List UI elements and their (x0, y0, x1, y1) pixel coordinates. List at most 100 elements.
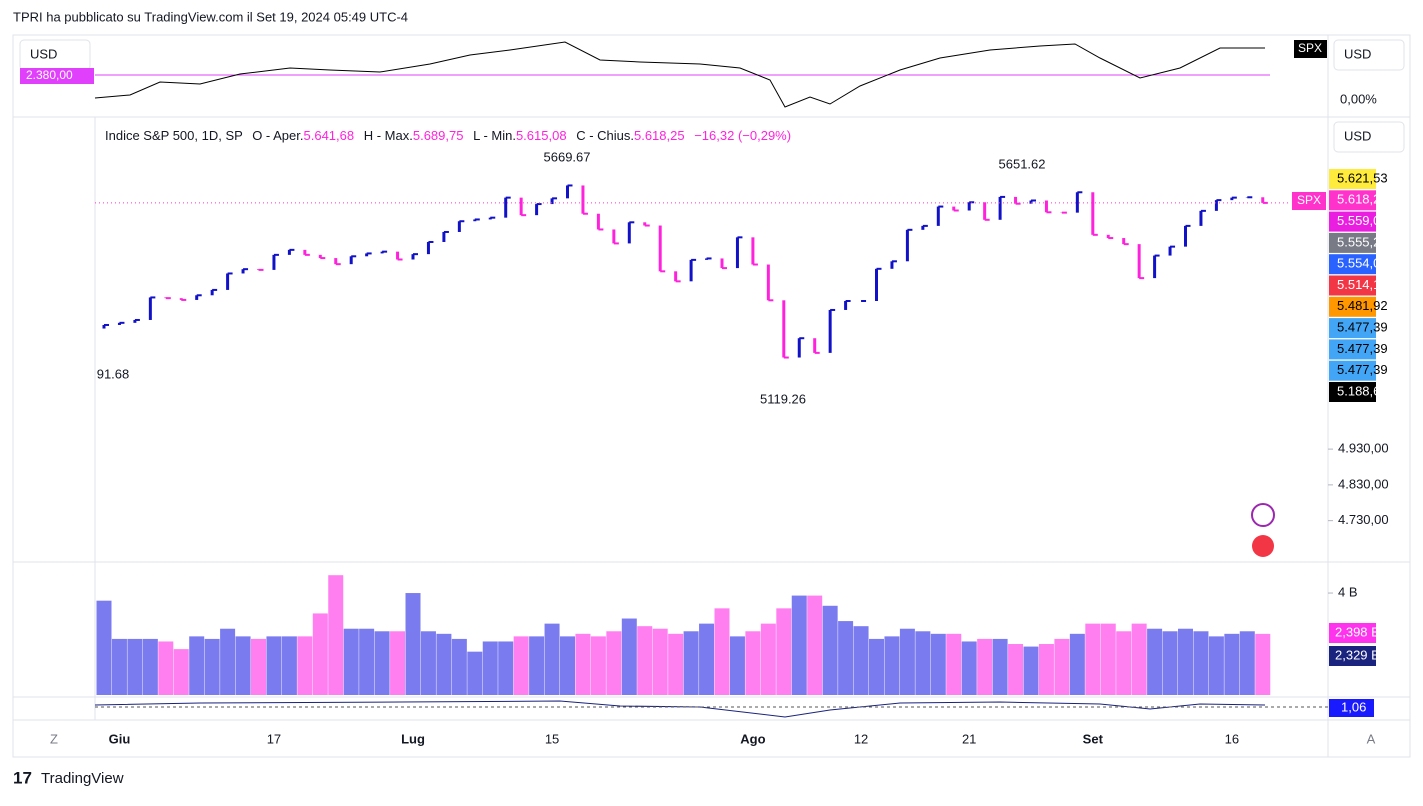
footer: TradingView (41, 770, 124, 787)
currency-button[interactable] (1333, 39, 1405, 71)
legend-value: 5.689,75 (413, 128, 464, 143)
legend-symbol: Indice S&P 500, 1D, SP (105, 128, 243, 143)
volume-bar (343, 628, 359, 695)
price-label: 5.477,39 (1337, 320, 1388, 335)
y-tick-label: 4 B (1338, 584, 1358, 599)
price-annotation: 91.68 (97, 366, 130, 381)
legend-value: 5.641,68 (304, 128, 355, 143)
legend-label: C - Chius. (576, 128, 634, 143)
logo-mark: 17 (13, 768, 32, 787)
price-label: 5.621,53 (1337, 170, 1388, 185)
corner-button[interactable]: A (1367, 731, 1376, 746)
volume-bar (513, 636, 529, 695)
volume-bar (204, 638, 220, 695)
volume-bar (1038, 644, 1054, 695)
volume-bar (729, 636, 745, 695)
volume-bar (714, 608, 730, 695)
x-tick-label: Set (1083, 731, 1104, 746)
volume-bar (560, 636, 575, 695)
price-label-bg (1329, 190, 1376, 211)
volume-bar (1100, 623, 1116, 695)
volume-bar (606, 631, 622, 695)
y-tick-label: 4.830,00 (1338, 476, 1389, 491)
volume-bar (1023, 646, 1039, 695)
x-tick-label: 12 (854, 731, 868, 746)
price-label-bg (1329, 169, 1376, 189)
price-label: 5.477,39 (1337, 341, 1388, 356)
volume-bar (915, 631, 931, 695)
price-label-bg (1329, 382, 1376, 402)
volume-label: 2,398 B (1335, 624, 1380, 639)
price-label-bg (1329, 211, 1376, 232)
left-value: 2.380,00 (26, 68, 73, 82)
indicator-value: 1,06 (1341, 699, 1366, 714)
flag-icon[interactable] (1252, 535, 1274, 557)
currency-button[interactable] (1333, 121, 1405, 153)
price-annotation: 5669.67 (544, 149, 591, 164)
event-icon[interactable] (1251, 503, 1275, 527)
legend-label: L - Min. (473, 128, 516, 143)
x-tick-label: Ago (740, 731, 765, 746)
x-tick-label: Giu (109, 731, 131, 746)
volume-bar (899, 628, 915, 695)
currency: USD (30, 46, 57, 61)
price-label-bg (1329, 275, 1376, 296)
volume-bar (420, 631, 436, 695)
x-tick-label: Lug (401, 731, 425, 746)
indicator-tag (1329, 699, 1374, 717)
volume-bar (652, 628, 668, 695)
legend-value: 5.618,25 (634, 128, 685, 143)
volume-bar (498, 641, 514, 695)
x-tick-label: 15 (545, 731, 559, 746)
indicator-line (94, 700, 1266, 718)
volume-bar (312, 613, 328, 695)
price-label-bg (1329, 232, 1376, 253)
legend-label: H - Max. (364, 128, 413, 143)
price-label: 5.559,08 (1337, 213, 1388, 228)
volume-bar (807, 595, 823, 695)
price-label: 5.188,65 (1337, 383, 1388, 398)
volume-bar (1147, 628, 1163, 695)
price-label-bg (1329, 360, 1376, 381)
volume-bar (1208, 636, 1224, 695)
price-label-bg (1329, 318, 1376, 339)
volume-bar (158, 641, 174, 695)
volume-bar (127, 638, 143, 695)
symbol-tag (1294, 40, 1327, 58)
volume-bar (1193, 631, 1209, 695)
volume-bar (482, 641, 498, 695)
volume-bar (374, 631, 390, 695)
volume-bar (142, 638, 158, 695)
volume-bar (266, 636, 282, 695)
volume-bar (328, 575, 344, 695)
volume-bar (575, 633, 591, 695)
volume-bar (992, 638, 1008, 695)
volume-bar (251, 638, 266, 695)
percent-value: 0,00% (1340, 91, 1377, 106)
currency: USD (1344, 46, 1371, 61)
volume-bar (405, 593, 421, 695)
corner-button[interactable]: Z (50, 731, 58, 746)
price-label: 5.481,92 (1337, 298, 1388, 313)
volume-bar (590, 636, 606, 695)
volume-bar (977, 638, 993, 695)
volume-bar (884, 636, 900, 695)
price-label-bg (1329, 339, 1376, 360)
volume-label-bg (1329, 623, 1376, 643)
volume-bar (930, 633, 946, 695)
volume-bar (1224, 633, 1240, 695)
volume-bar (637, 626, 653, 695)
volume-bar (96, 600, 112, 695)
price-label: 5.554,02 (1337, 256, 1388, 271)
volume-bar (822, 605, 838, 695)
symbol: SPX (1298, 41, 1322, 55)
frame (12, 34, 1411, 758)
price-label: 5.618,25 (1337, 192, 1388, 207)
volume-bar (961, 641, 977, 695)
volume-bar (390, 631, 406, 695)
volume-bar (529, 636, 545, 695)
price-label-bg (1329, 254, 1376, 275)
volume-bar (683, 631, 699, 695)
y-tick-label: 4.930,00 (1338, 441, 1389, 456)
volume-bar (235, 636, 251, 695)
